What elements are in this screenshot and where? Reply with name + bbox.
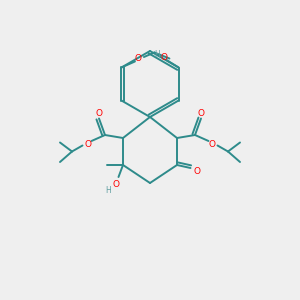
Text: H: H bbox=[155, 50, 161, 58]
Text: H: H bbox=[105, 186, 111, 195]
Text: O: O bbox=[197, 109, 205, 118]
Text: O: O bbox=[95, 109, 103, 118]
Text: O: O bbox=[112, 180, 120, 189]
Text: O: O bbox=[134, 54, 141, 63]
Text: O: O bbox=[84, 140, 92, 148]
Text: O: O bbox=[208, 140, 216, 148]
Text: O: O bbox=[160, 52, 167, 62]
Text: O: O bbox=[193, 167, 200, 176]
